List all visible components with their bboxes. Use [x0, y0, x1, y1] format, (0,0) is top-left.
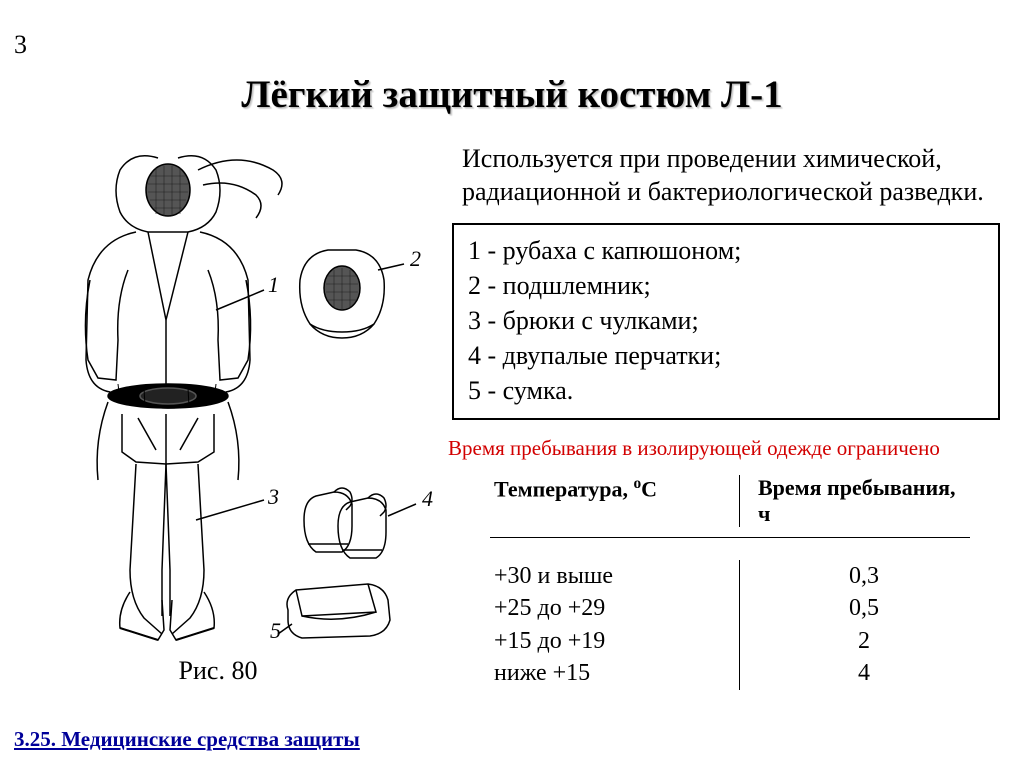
time-cell: 4	[758, 657, 970, 689]
legend-box: 1 - рубаха с капюшоном; 2 - подшлемник; …	[452, 223, 1000, 420]
time-column: 0,3 0,5 2 4	[740, 560, 970, 690]
time-cell: 0,5	[758, 592, 970, 624]
time-cell: 0,3	[758, 560, 970, 592]
fig-label-1: 1	[268, 272, 279, 297]
legend-item: 2 - подшлемник;	[468, 268, 984, 303]
page-title: Лёгкий защитный костюм Л-1	[0, 72, 1024, 117]
section-link[interactable]: 3.25. Медицинские средства защиты	[14, 727, 360, 752]
temp-cell: +30 и выше	[494, 560, 739, 592]
warning-note: Время пребывания в изолирующей одежде ог…	[448, 436, 1008, 461]
legend-item: 3 - брюки с чулками;	[468, 303, 984, 338]
temp-cell: +15 до +19	[494, 625, 739, 657]
temp-cell: ниже +15	[494, 657, 739, 689]
content-column: Используется при проведении химической, …	[462, 142, 1008, 690]
fig-label-4: 4	[422, 486, 433, 511]
temp-cell: +25 до +29	[494, 592, 739, 624]
header-temp: Температура, оС	[490, 475, 740, 527]
suit-diagram: 1 2 3 4 5	[38, 140, 438, 650]
figure-caption: Рис. 80	[0, 656, 438, 686]
figure-column: 1 2 3 4 5 Рис. 80	[38, 140, 438, 686]
fig-label-5: 5	[270, 618, 281, 643]
legend-item: 4 - двупалые перчатки;	[468, 338, 984, 373]
page-number: 3	[14, 30, 27, 60]
table-body: +30 и выше +25 до +29 +15 до +19 ниже +1…	[490, 538, 970, 690]
exposure-table: Температура, оС Время пребывания, ч +30 …	[490, 475, 970, 690]
intro-text: Используется при проведении химической, …	[462, 142, 1008, 209]
fig-label-3: 3	[267, 484, 279, 509]
temp-column: +30 и выше +25 до +29 +15 до +19 ниже +1…	[490, 560, 740, 690]
header-time: Время пребывания, ч	[740, 475, 970, 527]
time-cell: 2	[758, 625, 970, 657]
legend-item: 5 - сумка.	[468, 373, 984, 408]
table-header: Температура, оС Время пребывания, ч	[490, 475, 970, 538]
fig-label-2: 2	[410, 246, 421, 271]
legend-item: 1 - рубаха с капюшоном;	[468, 233, 984, 268]
